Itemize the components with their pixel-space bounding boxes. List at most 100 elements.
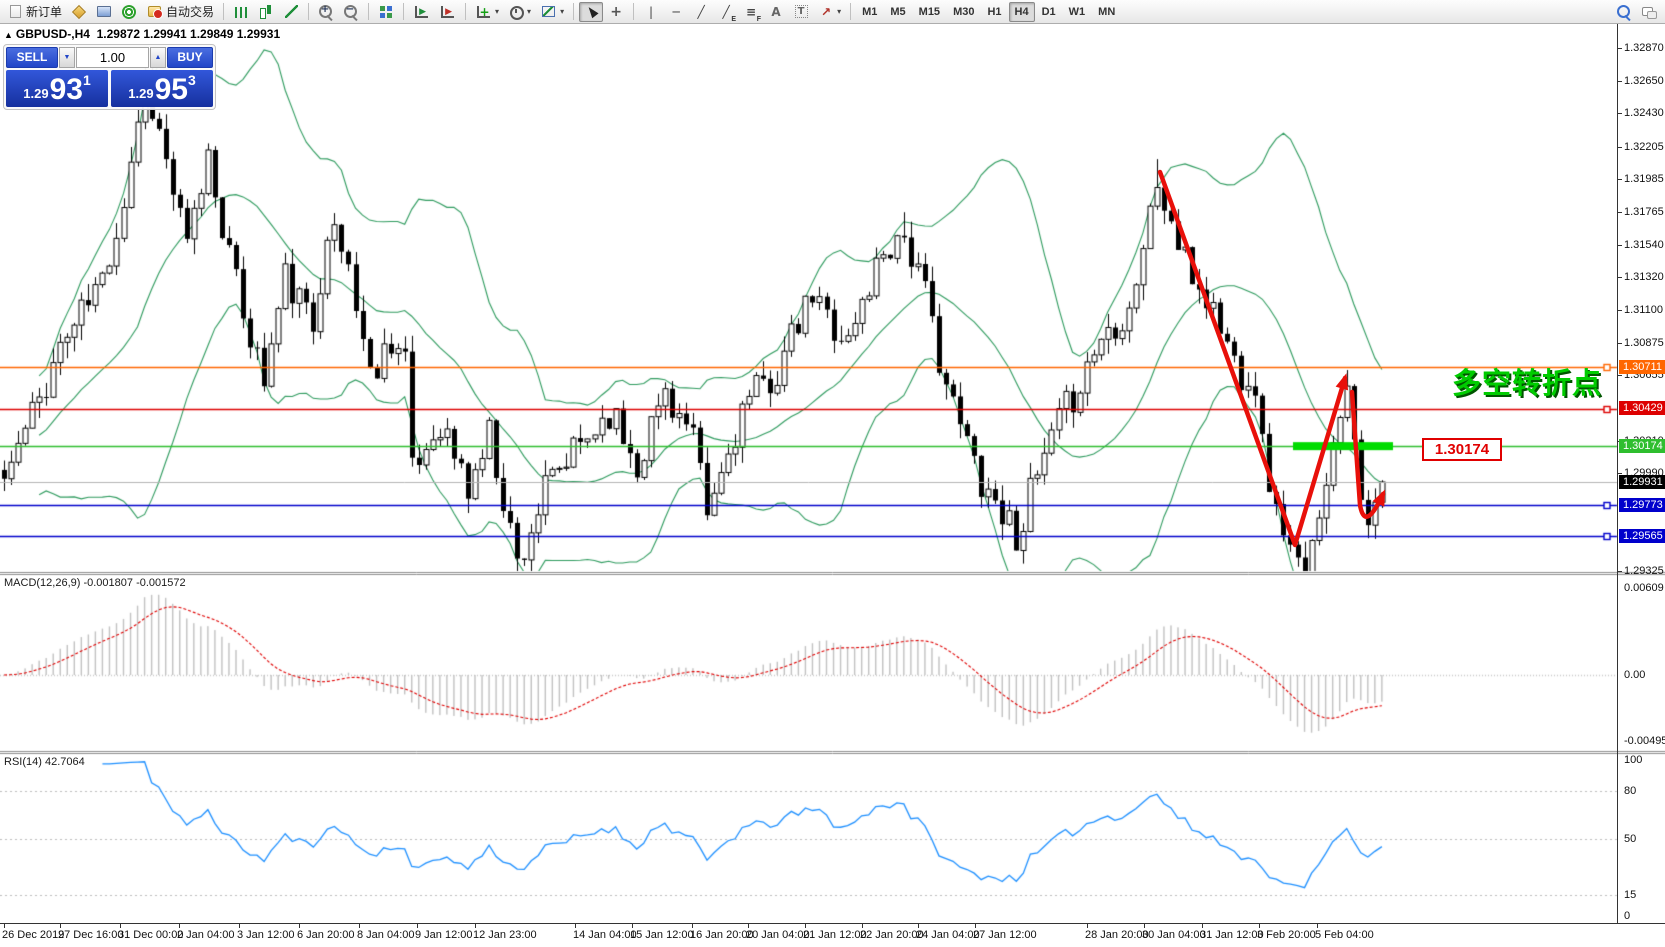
rsi-scale-label: 100 bbox=[1624, 754, 1643, 766]
toolbar-trendline-button[interactable]: ╱ bbox=[689, 2, 713, 22]
time-tick-label: 28 Jan 20:00 bbox=[1085, 929, 1149, 941]
price-tick bbox=[1618, 113, 1622, 114]
toolbar-chat-button[interactable] bbox=[1637, 2, 1661, 22]
time-tick bbox=[1087, 924, 1088, 928]
time-tick bbox=[748, 924, 749, 928]
sell-price-small: 1.29 bbox=[23, 86, 49, 101]
price-tick bbox=[1618, 473, 1622, 474]
toolbar-text-label-button[interactable]: T bbox=[789, 2, 813, 22]
toolbar-search-button[interactable] bbox=[1612, 2, 1636, 22]
templates-icon bbox=[542, 6, 556, 17]
collapse-panel-icon[interactable]: ▲ bbox=[4, 30, 13, 40]
rsi-scale-label: 80 bbox=[1624, 785, 1637, 797]
quote-bar: ▲ GBPUSD-,H4 1.29872 1.29941 1.29849 1.29… bbox=[4, 27, 280, 42]
price-tick bbox=[1618, 147, 1622, 148]
toolbar-signals-button[interactable] bbox=[117, 2, 141, 22]
buy-price-display[interactable]: 1.29 95 3 bbox=[111, 70, 213, 107]
time-axis[interactable]: 26 Dec 2019 27 Dec 16:00 31 Dec 00:00 2 Jan… bbox=[0, 923, 1665, 947]
toolbar-auto-scroll-button[interactable]: ▶ bbox=[409, 2, 434, 22]
text-icon: A bbox=[771, 4, 781, 19]
toolbar-zoom-in-button[interactable]: + bbox=[314, 2, 338, 22]
line-chart-icon bbox=[284, 5, 298, 18]
time-tick-label: 27 Jan 12:00 bbox=[973, 929, 1037, 941]
toolbar-text-button[interactable]: A bbox=[764, 2, 788, 22]
price-tick bbox=[1618, 48, 1622, 49]
price-tick bbox=[1618, 179, 1622, 180]
toolbar-equidistant-channel-button[interactable]: ╱ bbox=[714, 2, 738, 23]
volume-increase-button[interactable]: ▲ bbox=[150, 47, 166, 68]
toolbar-market-watch-button[interactable] bbox=[92, 2, 116, 22]
price-tick-label: 1.31100 bbox=[1624, 304, 1663, 316]
timeframe-M15-button[interactable]: M15 bbox=[918, 5, 941, 18]
toolbar-zoom-out-button[interactable]: − bbox=[339, 2, 363, 22]
toolbar-crosshair-button[interactable]: + bbox=[604, 2, 628, 22]
buy-price-sup: 3 bbox=[187, 72, 196, 88]
styles-icon bbox=[71, 4, 87, 19]
chart-shift-icon: ▶ bbox=[441, 5, 455, 18]
toolbar-horizontal-line-button[interactable]: ─ bbox=[664, 2, 688, 22]
toolbar-periods-button[interactable]: ▾ bbox=[504, 2, 535, 22]
price-tick bbox=[1618, 81, 1622, 82]
price-tag-1.29773: 1.29773 bbox=[1619, 498, 1665, 512]
symbol-title: GBPUSD-,H4 bbox=[15, 27, 90, 41]
toolbar-styles-button[interactable] bbox=[67, 2, 91, 22]
timeframe-MN-button[interactable]: MN bbox=[1098, 5, 1116, 18]
toolbar-chart-shift-button[interactable]: ▶ bbox=[435, 2, 460, 22]
toolbar-templates-button[interactable]: ▾ bbox=[536, 2, 568, 22]
price-axis[interactable]: 1.32870 1.32650 1.32430 1.32205 1.31985 1.317… bbox=[1617, 24, 1665, 923]
time-tick bbox=[692, 924, 693, 928]
toolbar-line-chart-button[interactable] bbox=[279, 2, 303, 22]
volume-input[interactable] bbox=[76, 47, 149, 68]
toolbar-separator bbox=[573, 3, 575, 20]
toolbar-bar-chart-button[interactable] bbox=[229, 2, 253, 22]
toolbar-fibonacci-button[interactable]: ≡ bbox=[739, 2, 763, 23]
timeframe-W1-button[interactable]: W1 bbox=[1068, 5, 1086, 18]
price-flag-label: 1.30174 bbox=[1422, 438, 1502, 461]
main-toolbar: 新订单自动交易+−▶▶+▾▾▾+|─╱╱≡AT↗▾M1M5M15M30H1H4D… bbox=[0, 0, 1665, 24]
volume-decrease-button[interactable]: ▼ bbox=[59, 47, 75, 68]
chevron-down-icon: ▾ bbox=[560, 7, 565, 16]
timeframe-H4-button[interactable]: H4 bbox=[1008, 1, 1035, 22]
toolbar-candlestick-chart-button[interactable] bbox=[254, 2, 278, 22]
equidistant-channel-icon: ╱ bbox=[718, 4, 736, 23]
sell-price-sup: 1 bbox=[82, 72, 91, 88]
new-order-icon bbox=[10, 5, 21, 18]
toolbar-cursor-button[interactable] bbox=[579, 1, 604, 22]
turning-point-annotation: 多空转折点 bbox=[1452, 368, 1603, 400]
toolbar-indicators-button[interactable]: + ▾ bbox=[471, 2, 503, 22]
time-tick-label: 3 Feb 20:00 bbox=[1257, 929, 1316, 941]
time-tick bbox=[359, 924, 360, 928]
vertical-line-icon: | bbox=[649, 4, 654, 19]
time-tick-label: 27 Dec 16:00 bbox=[58, 929, 124, 941]
toolbar-arrows-button[interactable]: ↗ ▾ bbox=[814, 2, 845, 22]
time-tick-label: 2 Jan 04:00 bbox=[177, 929, 235, 941]
zoom-out-icon: − bbox=[343, 4, 359, 20]
sell-button[interactable]: SELL bbox=[6, 47, 58, 68]
buy-button[interactable]: BUY bbox=[167, 47, 213, 68]
time-tick-label: 16 Jan 20:00 bbox=[690, 929, 754, 941]
time-tick bbox=[1259, 924, 1260, 928]
timeframe-M30-button[interactable]: M30 bbox=[953, 5, 975, 18]
toolbar-vertical-line-button[interactable]: | bbox=[639, 2, 663, 22]
price-tag-1.30429: 1.30429 bbox=[1619, 401, 1665, 415]
timeframe-H1-button[interactable]: H1 bbox=[987, 5, 1002, 18]
time-tick bbox=[1317, 924, 1318, 928]
price-tick bbox=[1618, 212, 1622, 213]
sell-price-display[interactable]: 1.29 93 1 bbox=[6, 70, 108, 107]
time-tick bbox=[575, 924, 576, 928]
horizontal-line-icon: ─ bbox=[672, 4, 680, 19]
toolbar-tile-windows-button[interactable] bbox=[374, 2, 398, 22]
toolbar-new-order-button[interactable]: 新订单 bbox=[4, 2, 66, 22]
timeframe-D1-button[interactable]: D1 bbox=[1041, 5, 1056, 18]
chevron-down-icon: ▾ bbox=[837, 7, 842, 16]
time-tick bbox=[918, 924, 919, 928]
market-watch-icon bbox=[97, 6, 112, 17]
timeframe-M1-button[interactable]: M1 bbox=[862, 5, 878, 18]
price-tick-label: 1.31540 bbox=[1624, 239, 1664, 251]
toolbar-auto-trading-button[interactable]: 自动交易 bbox=[142, 2, 218, 22]
time-tick bbox=[60, 924, 61, 928]
rsi-scale-label: 0 bbox=[1624, 910, 1631, 922]
arrows-icon: ↗ bbox=[821, 4, 832, 19]
timeframe-M5-button[interactable]: M5 bbox=[890, 5, 906, 18]
